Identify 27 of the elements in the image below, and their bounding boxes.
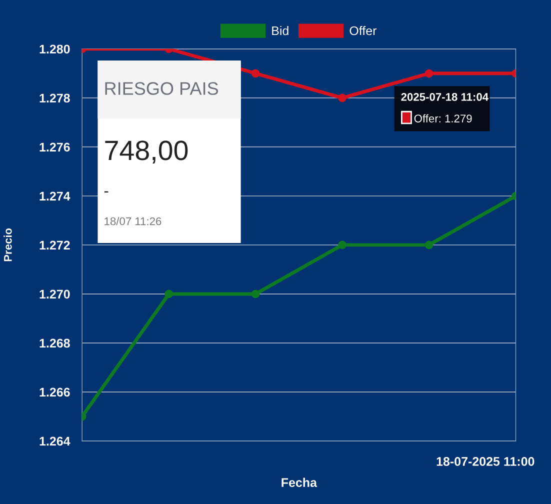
annotation: 748,00: [105, 140, 188, 164]
y-tick-label: 1.266: [40, 388, 70, 397]
y-tick-label: 1.276: [40, 142, 70, 152]
annotation: Offer: 1.279: [414, 114, 472, 122]
x-axis-title: Fecha: [282, 478, 318, 487]
annotation: 2025-07-18 11:04: [401, 93, 488, 101]
y-tick-label: 1.268: [40, 338, 70, 348]
point: [251, 69, 260, 78]
point: [424, 69, 434, 78]
point: [424, 240, 434, 250]
legend-label: Bid: [272, 26, 288, 36]
annotation: RIESGO PAIS: [105, 82, 218, 95]
y-tick-label: 1.270: [40, 290, 70, 299]
point: [164, 290, 173, 298]
y-tick-label: 1.274: [40, 192, 70, 200]
point: [338, 240, 346, 250]
y-axis-title: Precio: [4, 228, 12, 262]
legend-label: Offer: [350, 26, 377, 36]
point: [338, 94, 346, 102]
text: 18-07-2025 11:00: [436, 457, 534, 466]
y-tick-label: 1.272: [40, 240, 70, 250]
y-tick-label: 1.278: [40, 94, 70, 103]
annotation: 18/07 11:26: [104, 217, 162, 226]
y-tick-label: 1.280: [40, 44, 70, 54]
y-tick-label: 1.264: [40, 436, 70, 446]
point: [251, 290, 260, 298]
annotation: -: [104, 191, 108, 192]
